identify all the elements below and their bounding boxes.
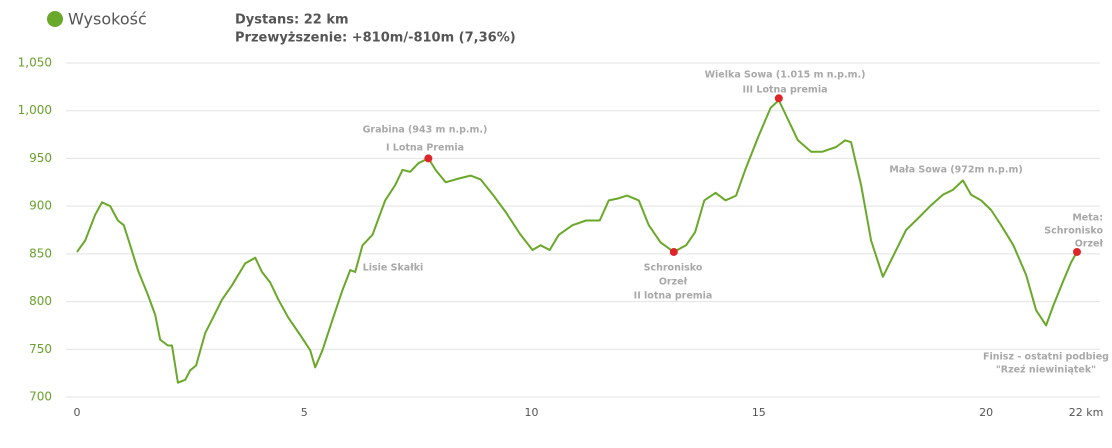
annotation-marker xyxy=(669,247,678,256)
legend-swatch xyxy=(47,11,63,27)
annotation-text: Schronisko xyxy=(644,263,703,274)
y-tick-label: 700 xyxy=(29,390,52,404)
annotation-text: Mała Sowa (972m n.p.m) xyxy=(889,165,1022,176)
y-tick-label: 850 xyxy=(29,246,52,260)
y-tick-label: 1,050 xyxy=(18,56,52,70)
y-tick-label: 950 xyxy=(29,151,52,165)
annotation-text: "Rzeź niewiniątek" xyxy=(996,365,1096,376)
annotation-text: Wielka Sowa (1.015 m n.p.m.) xyxy=(705,70,866,81)
y-tick-label: 750 xyxy=(29,342,52,356)
y-tick-label: 900 xyxy=(29,199,52,213)
annotation-text: Lisie Skałki xyxy=(363,263,424,274)
annotation-text: I Lotna Premia xyxy=(386,143,464,154)
elevation-line xyxy=(76,99,1078,384)
y-tick-label: 1,000 xyxy=(18,103,52,117)
x-tick-label: 5 xyxy=(301,406,308,419)
annotation-text: Meta: xyxy=(1072,213,1103,224)
x-tick-label: 20 xyxy=(979,406,993,419)
annotation-text: Finisz - ostatni podbieg xyxy=(983,352,1109,363)
legend-label: Wysokość xyxy=(68,10,147,29)
annotation-text: Grabina (943 m n.p.m.) xyxy=(363,125,488,136)
x-tick-label: 15 xyxy=(752,406,766,419)
annotation-marker xyxy=(424,154,433,163)
stat-distance: Dystans: 22 km xyxy=(235,13,349,28)
annotation-text: III Lotna premia xyxy=(742,85,827,96)
annotation-text: II lotna premia xyxy=(634,291,713,302)
x-tick-label: 0 xyxy=(74,406,81,419)
x-tick-label: 10 xyxy=(525,406,539,419)
y-tick-label: 800 xyxy=(29,294,52,308)
annotation-text: Schronisko xyxy=(1044,226,1103,237)
annotation-text: Orzeł xyxy=(659,277,688,288)
annotation-text: Orzeł xyxy=(1075,239,1104,250)
annotation-marker xyxy=(774,94,783,103)
annotation-marker xyxy=(1073,247,1081,256)
x-tick-label: 22 km xyxy=(1069,406,1104,419)
stat-elevation: Przewyższenie: +810m/-810m (7,36%) xyxy=(235,31,516,46)
